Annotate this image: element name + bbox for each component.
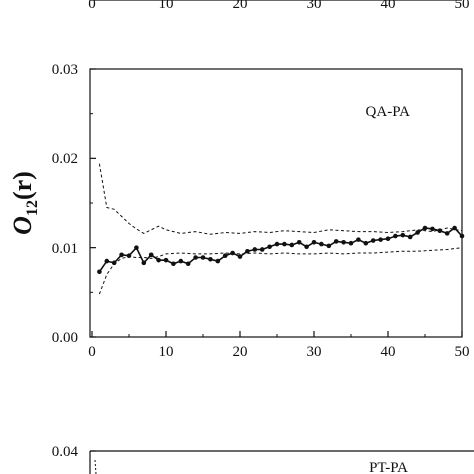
data-point: [282, 241, 287, 247]
data-point: [193, 255, 198, 260]
y-tick-label: 0.00: [52, 330, 78, 346]
y-axis-label-paren: (r): [8, 171, 37, 200]
data-point: [415, 230, 420, 235]
data-point: [245, 248, 250, 254]
series-line-dashed-lower: [98, 247, 463, 295]
bottom-panel-annotation: PT-PA: [369, 460, 408, 474]
bottom-panel-series-fragment: [94, 459, 97, 474]
y-axis-label-main: O: [8, 216, 37, 235]
bottom-y-tick-label: 0.04: [52, 444, 79, 460]
data-point: [156, 257, 161, 263]
middle-panel: 0.00 0.01 0.02 0.03 0 10 20 30 40 50 QA-…: [8, 62, 470, 360]
data-point: [222, 253, 228, 259]
data-point: [311, 240, 317, 245]
data-point: [148, 252, 154, 258]
y-tick-label: 0.01: [52, 241, 78, 257]
top-x-tick-label: 0: [88, 0, 96, 12]
x-tick-label: 40: [381, 344, 396, 360]
data-point: [104, 258, 110, 264]
data-point: [430, 226, 435, 232]
data-point: [444, 231, 450, 236]
series-line-dashed-upper: [98, 163, 463, 235]
panel-annotation: QA-PA: [366, 104, 411, 120]
data-point: [259, 247, 265, 252]
data-point: [126, 253, 132, 259]
x-tick-label: 50: [455, 344, 470, 360]
data-point: [296, 240, 302, 245]
tick-marks: [90, 68, 463, 338]
data-point: [119, 252, 124, 258]
data-point: [370, 238, 376, 243]
data-point: [252, 247, 258, 252]
data-point: [304, 244, 309, 250]
top-x-tick-label: 40: [381, 0, 396, 12]
data-point: [178, 258, 184, 264]
data-point: [378, 237, 383, 242]
top-x-tick-label: 20: [233, 0, 248, 12]
series-line-solid-markers: [98, 226, 463, 273]
x-tick-label: 10: [159, 344, 174, 360]
data-point: [267, 244, 272, 250]
data-point: [326, 243, 332, 249]
series-group: [97, 163, 465, 295]
data-point: [215, 258, 221, 264]
data-point: [459, 233, 465, 239]
top-x-tick-label: 30: [307, 0, 322, 12]
data-point: [97, 269, 102, 275]
y-tick-label: 0.03: [52, 62, 78, 78]
top-x-tick-label: 50: [455, 0, 470, 12]
data-point: [393, 233, 398, 239]
data-point: [274, 241, 280, 247]
top-x-tick-label: 10: [159, 0, 174, 12]
data-point: [171, 261, 176, 267]
data-point: [422, 225, 428, 231]
data-point: [407, 234, 413, 240]
data-point: [385, 236, 391, 242]
data-point: [111, 260, 117, 266]
data-point: [237, 254, 243, 259]
data-point: [200, 255, 206, 260]
data-point: [208, 256, 213, 262]
y-axis-label-sub: 12: [24, 200, 41, 216]
x-tick-label: 0: [88, 344, 96, 360]
data-point: [333, 239, 339, 244]
data-point: [289, 242, 295, 248]
data-point: [400, 232, 406, 238]
data-point: [319, 241, 324, 247]
bottom-panel: 0.04 PT-PA: [52, 444, 474, 474]
data-point: [141, 260, 147, 266]
x-tick-label: 20: [233, 344, 248, 360]
data-point: [363, 240, 369, 246]
data-point: [163, 257, 169, 263]
data-point: [134, 245, 139, 250]
data-point: [356, 237, 361, 242]
y-tick-label: 0.02: [52, 151, 78, 167]
data-point: [185, 261, 191, 267]
top-panel: 0 10 20 30 40 50: [88, 0, 470, 12]
data-point: [348, 240, 354, 246]
data-point: [341, 240, 346, 245]
x-tick-label: 30: [307, 344, 322, 360]
y-axis-label: O12(r): [8, 171, 41, 235]
